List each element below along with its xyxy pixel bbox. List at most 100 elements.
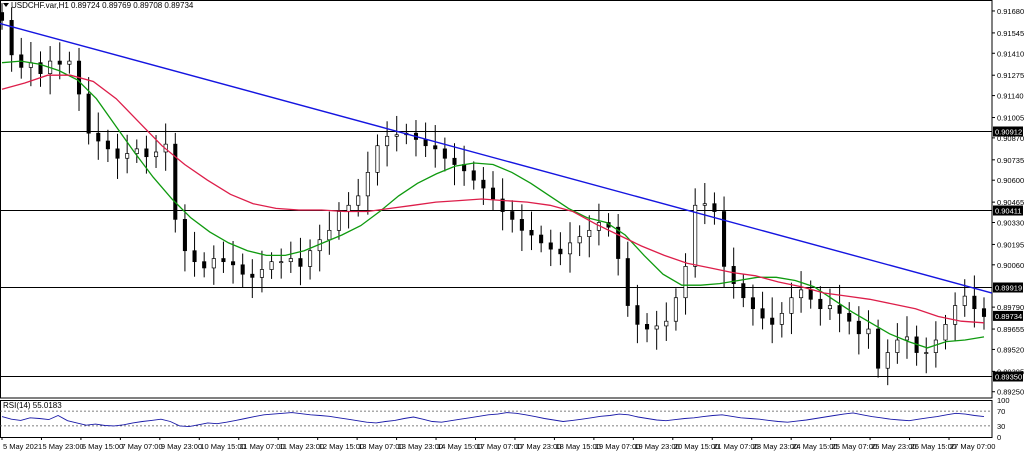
candle-body [394, 134, 399, 137]
candle-body [211, 258, 216, 269]
candle-body [57, 60, 62, 65]
trendline-layer[interactable] [0, 22, 993, 294]
x-tick-label: 25 May 07:00 [832, 442, 877, 451]
main-plot-border [0, 0, 993, 399]
rsi-label: RSI(14) 55.0183 [3, 401, 62, 410]
x-tick-label: 6 May 15:00 [82, 442, 123, 451]
downtrend-line[interactable] [0, 22, 993, 294]
candle-body [827, 305, 832, 310]
candle-body [693, 204, 698, 267]
candle-body [856, 320, 861, 335]
candle-body [673, 297, 678, 322]
y-tick-label: 0.89250 [997, 388, 1024, 397]
y-tick-label: 0.89790 [997, 303, 1024, 312]
candle-body [115, 148, 120, 159]
candle-body [259, 269, 264, 278]
candle-body [0, 12, 5, 21]
level-price-label: 0.89350 [995, 373, 1022, 382]
candle-body [616, 226, 621, 259]
x-tick-label: 14 May 15:00 [437, 442, 482, 451]
candle-body [96, 132, 101, 142]
x-tick-label: 11 May 23:00 [279, 442, 324, 451]
candle-body [288, 258, 293, 263]
candle-body [943, 324, 948, 341]
dropdown-triangle-icon[interactable] [3, 3, 9, 7]
y-tick-label: 0.91005 [997, 114, 1024, 123]
x-tick-label: 27 May 07:00 [950, 442, 995, 451]
candle-body [750, 297, 755, 310]
y-tick-label: 0.89520 [997, 345, 1024, 354]
candle-body [250, 273, 255, 278]
candle-body [847, 313, 852, 322]
candle-body [375, 145, 380, 173]
candle-body [67, 60, 72, 65]
candle-body [38, 62, 43, 74]
y-tick-label: 0.91140 [997, 92, 1024, 101]
candle-body [442, 148, 447, 159]
candle-body [885, 352, 890, 369]
candle-body [722, 211, 727, 267]
moving-average-slow [1, 74, 985, 324]
time-axis[interactable]: 5 May 2021 5 May 23:006 May 15:007 May 07… [1, 437, 995, 451]
level-price-tag [993, 371, 1023, 382]
candle-body [904, 336, 910, 341]
candle-body [490, 187, 496, 200]
candle-body [500, 198, 505, 212]
x-tick-label: 24 May 15:00 [792, 442, 837, 451]
candle-body [799, 289, 804, 299]
level-price-tag [993, 282, 1023, 293]
x-tick-label: 5 May 23:00 [42, 442, 83, 451]
x-tick-label: 13 May 07:00 [358, 442, 403, 451]
x-tick-label: 5 May 2021 [3, 442, 42, 451]
candle-body [837, 305, 842, 314]
price-axis[interactable]: 0.91680 0.91545 0.91410 0.91275 0.91140 0.910… [992, 7, 1024, 397]
current-price-label: 0.89734 [995, 312, 1022, 321]
x-tick-label: 10 May 15:00 [200, 442, 245, 451]
candle-body [567, 242, 573, 255]
candle-body [654, 325, 659, 330]
x-tick-label: 23 May 23:00 [753, 442, 798, 451]
candle-body [385, 135, 390, 147]
level-price-label: 0.90912 [995, 128, 1022, 137]
candle-body [298, 258, 303, 267]
candle-body [125, 153, 130, 159]
candle-body [202, 261, 207, 269]
chart-header: USDCHF.var,H1 0.89724 0.89769 0.89708 0.… [3, 1, 194, 10]
x-tick-label: 9 May 23:00 [161, 442, 202, 451]
candle-body [452, 157, 457, 165]
candle-body [346, 204, 351, 212]
x-tick-label: 18 May 15:00 [555, 442, 600, 451]
candlesticks [0, 3, 987, 386]
level-price-tag [993, 126, 1023, 137]
candle-body [481, 179, 486, 189]
candle-body [471, 170, 476, 181]
x-tick-label: 19 May 07:00 [595, 442, 640, 451]
candle-body [741, 283, 746, 299]
x-tick-label: 20 May 15:00 [674, 442, 719, 451]
y-tick-label: 0.91275 [997, 71, 1024, 80]
x-tick-label: 12 May 15:00 [319, 442, 364, 451]
x-tick-label: 21 May 07:00 [713, 442, 758, 451]
x-tick-label: 17 May 23:00 [516, 442, 561, 451]
horizontal-levels[interactable]: 0.90912 0.90411 0.89919 0.89350 0.89734 [0, 126, 1023, 382]
rsi-plot-border [0, 400, 993, 438]
candle-body [866, 328, 871, 335]
candle-body [972, 295, 977, 310]
candle-body [895, 339, 900, 353]
candle-body [221, 258, 226, 263]
candle-body [510, 211, 515, 220]
candle-body [356, 195, 361, 206]
x-tick-label: 26 May 15:00 [911, 442, 956, 451]
x-tick-label: 17 May 07:00 [477, 442, 522, 451]
level-price-tag [993, 205, 1023, 216]
candle-body [433, 145, 438, 150]
candle-body [953, 305, 958, 325]
y-tick-label: 0.91680 [997, 7, 1024, 16]
candle-body [154, 151, 159, 158]
rsi-tick-label: 30 [997, 422, 1005, 431]
rsi-tick-label: 0 [997, 433, 1001, 442]
moving-average-fast [1, 60, 985, 349]
candle-body [134, 148, 139, 154]
